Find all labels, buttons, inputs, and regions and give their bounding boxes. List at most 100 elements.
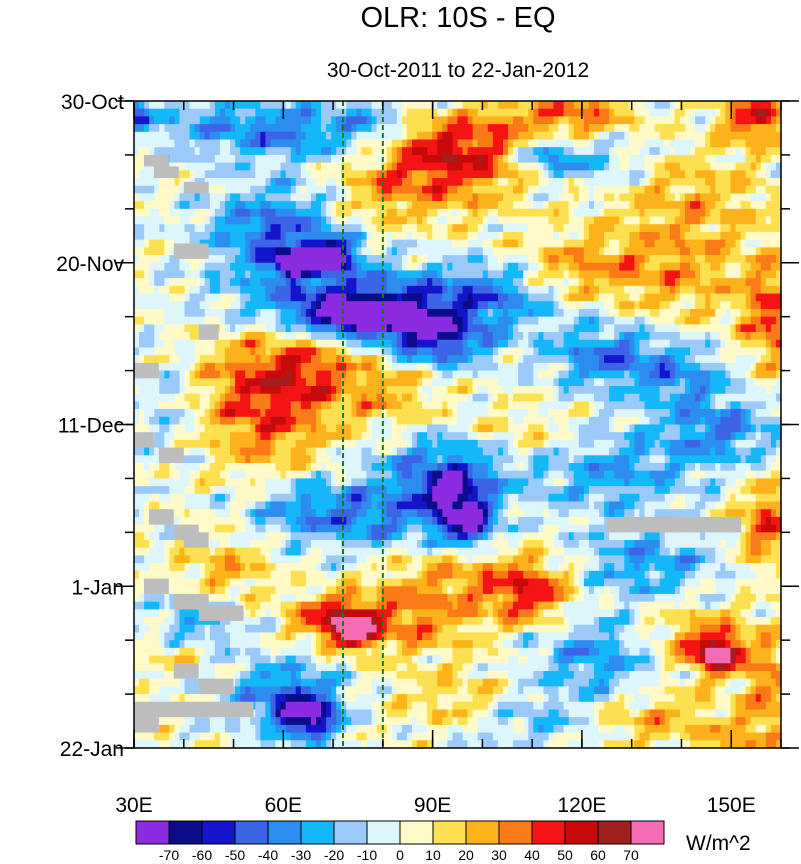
- heatmap-cell: [412, 378, 418, 387]
- heatmap-cell: [604, 393, 610, 402]
- heatmap-cell: [669, 208, 676, 218]
- heatmap-cell: [659, 370, 666, 379]
- heatmap-cell: [684, 185, 691, 195]
- heatmap-cell: [715, 224, 721, 233]
- heatmap-cell: [669, 301, 676, 310]
- heatmap-cell: [659, 162, 666, 171]
- heatmap-cell: [341, 255, 347, 264]
- heatmap-cell: [604, 324, 610, 333]
- heatmap-cell: [315, 193, 322, 202]
- heatmap-cell: [619, 339, 625, 349]
- heatmap-cell: [341, 247, 347, 256]
- heatmap-cell: [482, 147, 489, 156]
- heatmap-cell: [502, 154, 509, 164]
- heatmap-cell: [695, 224, 701, 233]
- heatmap-cell: [447, 262, 454, 272]
- heatmap-cell: [513, 116, 519, 125]
- heatmap-cell: [219, 147, 226, 156]
- heatmap-cell: [548, 278, 555, 287]
- heatmap-cell: [219, 239, 226, 248]
- heatmap-cell: [199, 255, 206, 264]
- heatmap-cell: [492, 324, 499, 333]
- heatmap-cell: [614, 239, 620, 248]
- heatmap-cell: [250, 101, 256, 110]
- heatmap-cell: [775, 393, 782, 402]
- heatmap-cell: [654, 278, 661, 287]
- heatmap-cell: [305, 362, 312, 372]
- heatmap-cell: [422, 347, 428, 356]
- heatmap-cell: [639, 162, 646, 171]
- heatmap-cell: [356, 131, 363, 141]
- heatmap-cell: [260, 154, 267, 164]
- heatmap-cell: [462, 293, 469, 302]
- heatmap-cell: [406, 278, 413, 287]
- heatmap-cell: [659, 201, 666, 210]
- heatmap-cell: [326, 355, 332, 364]
- heatmap-cell: [265, 347, 272, 356]
- heatmap-cell: [346, 231, 352, 241]
- heatmap-cell: [659, 239, 666, 248]
- heatmap-cell: [265, 324, 272, 333]
- heatmap-cell: [705, 301, 711, 310]
- heatmap-cell: [214, 239, 221, 248]
- heatmap-cell: [144, 170, 150, 179]
- heatmap-cell: [497, 162, 504, 171]
- heatmap-cell: [523, 262, 529, 272]
- heatmap-cell: [432, 201, 438, 210]
- heatmap-cell: [720, 224, 726, 233]
- heatmap-cell: [310, 339, 317, 349]
- heatmap-cell: [366, 255, 373, 264]
- heatmap-cell: [669, 355, 676, 364]
- heatmap-cell: [204, 124, 211, 133]
- heatmap-cell: [745, 255, 752, 264]
- heatmap-cell: [194, 201, 201, 210]
- heatmap-cell: [523, 308, 529, 318]
- heatmap-cell: [427, 347, 433, 356]
- heatmap-cell: [214, 154, 221, 164]
- heatmap-cell: [538, 285, 545, 295]
- heatmap-cell: [194, 116, 201, 125]
- heatmap-cell: [265, 131, 272, 141]
- heatmap-cell: [508, 131, 514, 141]
- heatmap-cell: [573, 124, 580, 133]
- heatmap-cell: [538, 262, 545, 272]
- heatmap-cell: [745, 185, 752, 195]
- heatmap-cell: [169, 101, 176, 110]
- heatmap-cell: [563, 116, 570, 125]
- heatmap-cell: [700, 301, 706, 310]
- heatmap-cell: [285, 224, 292, 233]
- heatmap-cell: [346, 370, 352, 379]
- heatmap-cell: [740, 131, 747, 141]
- heatmap-cell: [558, 101, 565, 110]
- heatmap-cell: [255, 247, 261, 256]
- heatmap-cell: [735, 124, 742, 133]
- heatmap-cell: [705, 278, 711, 287]
- heatmap-cell: [482, 285, 489, 295]
- heatmap-cell: [563, 108, 570, 117]
- heatmap-cell: [204, 393, 211, 402]
- heatmap-cell: [775, 255, 782, 264]
- heatmap-cell: [487, 285, 494, 295]
- heatmap-cell: [204, 154, 211, 164]
- heatmap-cell: [250, 332, 256, 341]
- heatmap-cell: [669, 170, 676, 179]
- heatmap-cell: [275, 393, 282, 402]
- heatmap-cell: [644, 278, 651, 287]
- heatmap-cell: [164, 324, 170, 333]
- heatmap-cell: [705, 255, 711, 264]
- heatmap-cell: [548, 154, 555, 164]
- heatmap-cell: [437, 308, 443, 318]
- heatmap-cell: [321, 316, 327, 325]
- heatmap-cell: [270, 139, 277, 148]
- heatmap-cell: [235, 362, 241, 372]
- heatmap-cell: [169, 324, 176, 333]
- heatmap-cell: [720, 347, 726, 356]
- heatmap-cell: [260, 216, 267, 225]
- heatmap-cell: [356, 124, 363, 133]
- heatmap-cell: [199, 347, 206, 356]
- heatmap-cell: [695, 239, 701, 248]
- heatmap-cell: [548, 347, 555, 356]
- heatmap-cell: [285, 339, 292, 349]
- heatmap-cell: [690, 108, 696, 117]
- heatmap-cell: [427, 216, 433, 225]
